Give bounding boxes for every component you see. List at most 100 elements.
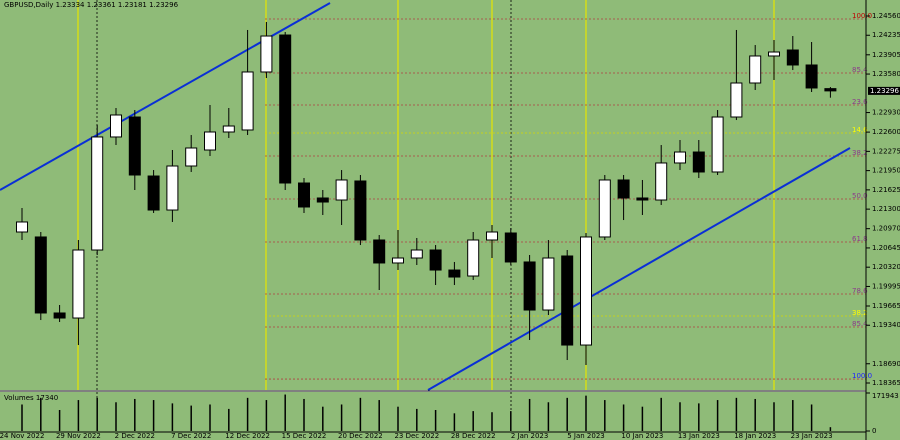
candle-body bbox=[128, 116, 141, 176]
y-tick-label: 1.24235 bbox=[872, 31, 900, 39]
level-label: 78.6 bbox=[852, 287, 868, 295]
price-axis bbox=[866, 0, 900, 440]
candle-body bbox=[147, 175, 160, 211]
candle-body bbox=[523, 261, 536, 311]
y-tick-label: 1.18365 bbox=[872, 379, 900, 387]
level-label: 38.2 bbox=[852, 309, 868, 317]
x-tick-label: 23 Dec 2022 bbox=[394, 432, 439, 440]
candle-body bbox=[91, 136, 104, 251]
level-label: 85.4 bbox=[852, 66, 868, 74]
y-tick-label: 1.22930 bbox=[872, 109, 900, 117]
x-tick-label: 28 Dec 2022 bbox=[451, 432, 496, 440]
candle-body bbox=[110, 114, 122, 138]
candle-body bbox=[335, 179, 348, 201]
candle-body bbox=[824, 88, 837, 92]
price-panel bbox=[0, 0, 866, 390]
y-tick-label: 1.20970 bbox=[872, 225, 900, 233]
candle-body bbox=[786, 49, 799, 66]
y-tick-label: 1.24560 bbox=[872, 12, 900, 20]
candle-body bbox=[392, 257, 404, 264]
y-tick-label: 0 bbox=[872, 427, 876, 435]
candle-body bbox=[204, 131, 216, 151]
candle-body bbox=[730, 82, 743, 118]
x-tick-label: 10 Jan 2023 bbox=[621, 432, 663, 440]
x-tick-label: 2 Dec 2022 bbox=[115, 432, 155, 440]
y-tick-label: 1.23905 bbox=[872, 51, 900, 59]
y-tick-label: 1.22600 bbox=[872, 128, 900, 136]
level-label: 38.2 bbox=[852, 149, 868, 157]
candle-body bbox=[373, 239, 386, 264]
candle-body bbox=[598, 179, 611, 238]
x-tick-label: 12 Dec 2022 bbox=[225, 432, 270, 440]
x-tick-label: 18 Jan 2023 bbox=[734, 432, 776, 440]
candle-body bbox=[72, 249, 85, 319]
candle-body bbox=[504, 232, 517, 263]
x-tick-label: 23 Jan 2023 bbox=[791, 432, 833, 440]
candle-body bbox=[260, 35, 273, 73]
candle-body bbox=[34, 236, 47, 314]
candle-body bbox=[655, 162, 668, 201]
y-tick-label: 1.21625 bbox=[872, 186, 900, 194]
candles bbox=[16, 21, 837, 365]
trend-line bbox=[0, 2, 331, 191]
candle-body bbox=[636, 197, 649, 201]
y-tick-label: 1.18690 bbox=[872, 360, 900, 368]
x-tick-label: 2 Jan 2023 bbox=[511, 432, 549, 440]
candle-body bbox=[185, 147, 198, 167]
fib-levels: 100.0 85.4 23.6 14.6 38.2 50.0 61.8 78.6 38.2 85.… bbox=[265, 12, 872, 380]
level-label: 14.6 bbox=[852, 126, 868, 134]
x-tick-label: 13 Jan 2023 bbox=[678, 432, 720, 440]
candle-body bbox=[580, 236, 592, 346]
level-label: 61.8 bbox=[852, 235, 868, 243]
y-tick-label: 1.20645 bbox=[872, 244, 900, 252]
x-tick-label: 20 Dec 2022 bbox=[338, 432, 383, 440]
price-tag-label: 1.23296 bbox=[870, 87, 899, 95]
level-label: 23.6 bbox=[852, 98, 868, 106]
candle-body bbox=[222, 125, 235, 133]
y-tick-label: 1.21300 bbox=[872, 205, 900, 213]
level-label: 100.0 bbox=[852, 372, 872, 380]
level-label: 85.4 bbox=[852, 320, 868, 328]
x-tick-label: 7 Dec 2022 bbox=[171, 432, 211, 440]
candle-body bbox=[53, 312, 66, 319]
candle-body bbox=[16, 221, 28, 233]
candle-body bbox=[486, 231, 498, 241]
y-tick-label: 1.20320 bbox=[872, 263, 900, 271]
x-tick-label: 29 Nov 2022 bbox=[56, 432, 101, 440]
y-tick-label: 1.19995 bbox=[872, 282, 900, 290]
candle-body bbox=[166, 165, 179, 211]
level-label: 100.0 bbox=[852, 12, 872, 20]
candle-body bbox=[561, 255, 574, 346]
volume-panel bbox=[0, 392, 866, 432]
y-tick-label: 1.21950 bbox=[872, 167, 900, 175]
candle-body bbox=[354, 180, 367, 241]
x-tick-label: 24 Nov 2022 bbox=[0, 432, 44, 440]
x-tick-label: 5 Jan 2023 bbox=[567, 432, 605, 440]
candle-body bbox=[674, 151, 686, 164]
candle-body bbox=[768, 51, 780, 57]
candle-body bbox=[298, 182, 310, 208]
y-tick-label: 1.23580 bbox=[872, 70, 900, 78]
candle-body bbox=[241, 71, 254, 131]
y-tick-label: 171943 bbox=[872, 392, 899, 400]
price-tag bbox=[868, 86, 900, 95]
y-tick-label: 1.22275 bbox=[872, 147, 900, 155]
chart-title: GBPUSD,Daily 1.23334 1.23361 1.23181 1.2… bbox=[4, 1, 179, 9]
volume-title: Volumes 17340 bbox=[4, 394, 58, 402]
candle-body bbox=[692, 151, 705, 173]
candle-body bbox=[749, 55, 762, 84]
candle-body bbox=[429, 249, 442, 271]
trend-line bbox=[427, 147, 851, 391]
candle-body bbox=[316, 197, 329, 203]
y-tick-label: 1.19340 bbox=[872, 321, 900, 329]
candle-body bbox=[448, 269, 461, 278]
candle-body bbox=[805, 64, 818, 89]
candle-body bbox=[711, 116, 724, 173]
candle-body bbox=[410, 249, 423, 259]
candle-body bbox=[467, 239, 480, 277]
time-axis bbox=[0, 432, 866, 440]
x-tick-label: 15 Dec 2022 bbox=[282, 432, 327, 440]
candle-body bbox=[542, 257, 555, 311]
y-tick-label: 1.19665 bbox=[872, 302, 900, 310]
